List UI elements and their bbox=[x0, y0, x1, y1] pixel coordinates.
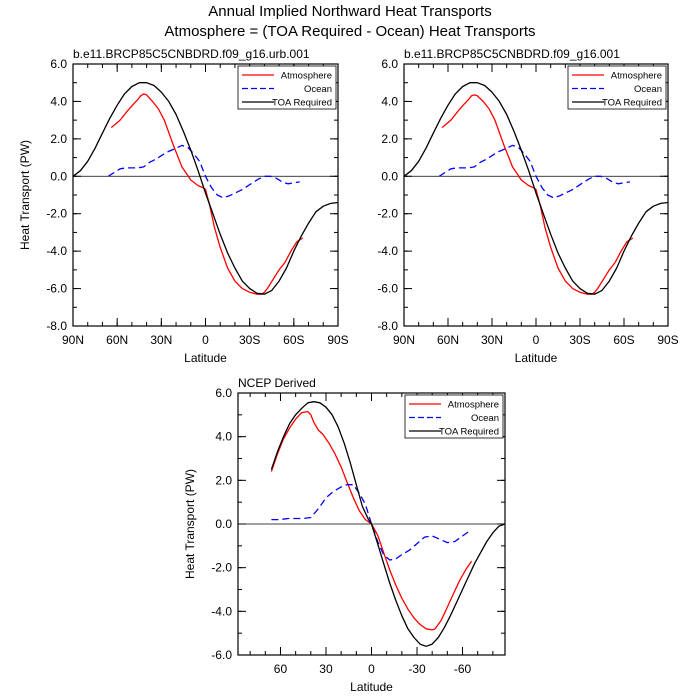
y-tick-label: -4.0 bbox=[46, 244, 67, 258]
x-tick-label: 90S bbox=[657, 333, 678, 347]
legend-label: Ocean bbox=[304, 84, 332, 95]
y-tick-label: -6.0 bbox=[377, 282, 398, 296]
series-line-toa-required bbox=[72, 82, 339, 295]
y-tick-label: 0.0 bbox=[50, 169, 67, 183]
x-tick-label: 0 bbox=[533, 333, 540, 347]
series-line-ocean bbox=[107, 144, 300, 199]
legend-label: TOA Required bbox=[272, 98, 332, 109]
x-tick-label: 0 bbox=[202, 333, 209, 347]
x-tick-label: 30N bbox=[150, 333, 172, 347]
y-tick-label: -4.0 bbox=[211, 604, 232, 618]
x-tick-label: 30S bbox=[569, 333, 590, 347]
y-axis-label: Heat Transport (PW) bbox=[183, 469, 197, 579]
y-tick-label: -2.0 bbox=[46, 207, 67, 221]
x-tick-label: -30 bbox=[408, 662, 426, 676]
series-line-atmosphere bbox=[110, 93, 304, 295]
x-axis-label: Latitude bbox=[350, 680, 393, 694]
panels-group: b.e11.BRCP85C5CNBDRD.f09_g16.urb.001 -8.0… bbox=[18, 47, 679, 694]
x-tick-label: 30S bbox=[239, 333, 260, 347]
y-tick-label: -4.0 bbox=[377, 244, 398, 258]
series-line-toa-required bbox=[270, 401, 506, 647]
y-tick-label: 4.0 bbox=[50, 94, 67, 108]
x-tick-label: 90N bbox=[393, 333, 415, 347]
plot-frame bbox=[72, 63, 339, 327]
panel-1: b.e11.BRCP85C5CNBDRD.f09_g16.urb.001 -8.0… bbox=[18, 47, 349, 365]
y-tick-label: -8.0 bbox=[377, 319, 398, 333]
figure-title-line2: Atmosphere = (TOA Required - Ocean) Heat… bbox=[164, 23, 535, 40]
y-tick-label: 0.0 bbox=[215, 517, 232, 531]
legend-label: TOA Required bbox=[439, 427, 499, 438]
legend: Atmosphere Ocean TOA Required bbox=[237, 65, 337, 110]
x-tick-label: 30N bbox=[481, 333, 503, 347]
series-line-atmosphere bbox=[270, 410, 473, 631]
series-line-atmosphere bbox=[441, 94, 634, 295]
panel-title: NCEP Derived bbox=[238, 376, 316, 390]
legend: Atmosphere Ocean TOA Required bbox=[404, 394, 504, 439]
y-tick-label: 4.0 bbox=[381, 94, 398, 108]
panel-3: NCEP Derived -6.0 -4.0 -2.0 0.0 2.0 4.0 6.0 60 30… bbox=[183, 376, 506, 694]
x-tick-label: 30 bbox=[319, 662, 333, 676]
y-axis-label: Heat Transport (PW) bbox=[18, 140, 32, 250]
x-tick-label: 60S bbox=[613, 333, 634, 347]
y-tick-label: 4.0 bbox=[215, 430, 232, 444]
legend-label: Atmosphere bbox=[448, 400, 499, 411]
legend-label: TOA Required bbox=[602, 98, 662, 109]
y-tick-label: 2.0 bbox=[215, 473, 232, 487]
y-tick-label: 6.0 bbox=[215, 386, 232, 400]
panel-2: b.e11.BRCP85C5CNBDRD.f09_g16.001 -8.0 -6.0… bbox=[377, 47, 678, 365]
x-tick-label: 90N bbox=[62, 333, 84, 347]
panel-title: b.e11.BRCP85C5CNBDRD.f09_g16.urb.001 bbox=[73, 47, 310, 61]
series-line-ocean bbox=[271, 484, 471, 561]
y-tick-label: -8.0 bbox=[46, 319, 67, 333]
figure-title-line1: Annual Implied Northward Heat Transports bbox=[208, 3, 491, 20]
x-axis-label: Latitude bbox=[515, 351, 558, 365]
y-tick-label: -6.0 bbox=[46, 282, 67, 296]
legend-label: Ocean bbox=[471, 413, 499, 424]
y-tick-label: 0.0 bbox=[381, 169, 398, 183]
x-tick-label: 60N bbox=[106, 333, 128, 347]
legend: Atmosphere Ocean TOA Required bbox=[567, 65, 667, 110]
y-tick-label: 6.0 bbox=[50, 57, 67, 71]
panel-title: b.e11.BRCP85C5CNBDRD.f09_g16.001 bbox=[404, 47, 620, 61]
x-tick-label: 60 bbox=[274, 662, 288, 676]
series-line-ocean bbox=[438, 144, 630, 199]
x-tick-label: -60 bbox=[454, 662, 472, 676]
x-tick-label: 90S bbox=[327, 333, 348, 347]
series-line-toa-required bbox=[403, 82, 669, 295]
legend-label: Atmosphere bbox=[281, 71, 332, 82]
plot-frame bbox=[237, 392, 506, 656]
legend-label: Ocean bbox=[634, 84, 662, 95]
x-axis-label: Latitude bbox=[184, 351, 227, 365]
y-tick-label: -2.0 bbox=[211, 561, 232, 575]
x-tick-label: 60N bbox=[437, 333, 459, 347]
y-tick-label: 2.0 bbox=[381, 132, 398, 146]
plot-frame bbox=[403, 63, 669, 327]
y-tick-label: 2.0 bbox=[50, 132, 67, 146]
x-tick-label: 60S bbox=[283, 333, 304, 347]
x-tick-label: 0 bbox=[368, 662, 375, 676]
y-tick-label: -6.0 bbox=[211, 648, 232, 662]
y-tick-label: -2.0 bbox=[377, 207, 398, 221]
y-tick-label: 6.0 bbox=[381, 57, 398, 71]
legend-label: Atmosphere bbox=[611, 71, 662, 82]
